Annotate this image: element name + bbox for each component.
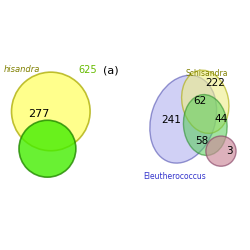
Text: Eleutherococcus: Eleutherococcus: [143, 172, 206, 181]
Text: (a): (a): [103, 66, 118, 76]
Ellipse shape: [182, 70, 229, 134]
Text: 58: 58: [195, 136, 208, 146]
Text: 222: 222: [205, 78, 225, 88]
Text: Schisandra: Schisandra: [185, 69, 228, 78]
Circle shape: [19, 120, 76, 177]
Text: hisandra: hisandra: [4, 66, 40, 74]
Circle shape: [12, 72, 90, 151]
Text: 44: 44: [214, 114, 228, 124]
Ellipse shape: [150, 75, 217, 163]
Text: 277: 277: [28, 110, 50, 120]
Text: 625: 625: [78, 66, 96, 76]
Text: 241: 241: [162, 115, 182, 125]
Ellipse shape: [184, 94, 227, 156]
Ellipse shape: [206, 136, 236, 166]
Text: 62: 62: [193, 96, 206, 106]
Text: 3: 3: [226, 146, 233, 156]
